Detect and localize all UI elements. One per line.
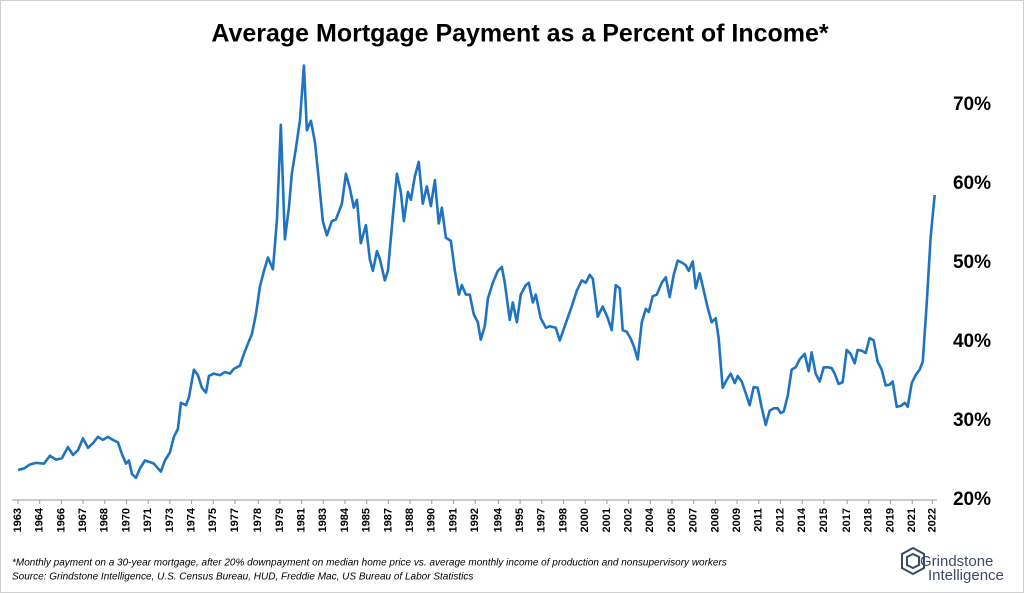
source-note: Source: Grindstone Intelligence, U.S. Ce…	[12, 572, 473, 583]
x-tick-label: 1995	[514, 508, 526, 532]
x-tick-label: 2014	[796, 507, 808, 532]
x-tick-label: 1964	[34, 507, 46, 532]
x-tick-label: 2011	[753, 508, 765, 532]
data-line	[17, 64, 936, 480]
x-tick-label: 1966	[55, 508, 67, 532]
brand-subname: Intelligence	[928, 567, 1004, 584]
x-tick-label: 1974	[185, 507, 197, 532]
x-tick-label: 1977	[229, 508, 241, 532]
x-tick-label: 2017	[841, 508, 853, 532]
x-tick-label: 2018	[863, 508, 875, 532]
footnote: *Monthly payment on a 30-year mortgage, …	[12, 558, 727, 569]
y-tick-label: 70%	[953, 94, 991, 115]
x-tick-label: 2021	[906, 508, 918, 532]
y-tick-label: 50%	[953, 252, 991, 273]
x-tick-label: 1990	[426, 508, 438, 532]
x-tick-label: 1973	[164, 508, 176, 532]
x-tick-label: 1968	[99, 508, 111, 532]
x-tick-label: 2008	[709, 508, 721, 532]
x-tick-label: 1987	[382, 508, 394, 532]
x-tick-label: 1997	[536, 508, 548, 532]
x-tick-label: 1981	[296, 508, 308, 532]
brand-name: Grindstone	[920, 553, 993, 570]
x-tick-label: 1984	[339, 507, 351, 532]
x-tick-label: 2000	[579, 508, 591, 532]
x-tick-label: 1983	[317, 508, 329, 532]
x-tick-label: 2019	[884, 508, 896, 532]
x-tick-label: 2022	[926, 508, 938, 532]
x-tick-label: 1998	[557, 508, 569, 532]
chart-title: Average Mortgage Payment as a Percent of…	[211, 20, 829, 48]
x-tick-label: 2007	[688, 508, 700, 532]
x-tick-label: 1975	[207, 508, 219, 532]
logo-icon	[901, 546, 925, 576]
x-tick-label: 1994	[492, 507, 504, 532]
x-tick-label: 2009	[731, 508, 743, 532]
x-tick-label: 2002	[623, 508, 635, 532]
x-tick-label: 2001	[601, 508, 613, 532]
x-tick-label: 2004	[644, 507, 656, 532]
y-tick-label: 20%	[953, 489, 991, 510]
x-tick-label: 1963	[12, 508, 24, 532]
x-tick-label: 1991	[447, 508, 459, 532]
x-tick-label: 1988	[404, 508, 416, 532]
y-tick-label: 30%	[953, 410, 991, 431]
x-tick-label: 2012	[774, 508, 786, 532]
x-tick-label: 1985	[361, 508, 373, 532]
x-tick-label: 1970	[120, 508, 132, 532]
x-tick-label: 2005	[666, 508, 678, 532]
x-tick-label: 1992	[469, 508, 481, 532]
x-tick-label: 1978	[252, 508, 264, 532]
y-tick-label: 60%	[953, 173, 991, 194]
x-tick-label: 1967	[77, 508, 89, 532]
x-tick-label: 1971	[142, 508, 154, 532]
x-tick-label: 2015	[818, 508, 830, 532]
y-tick-label: 40%	[953, 331, 991, 352]
x-tick-label: 1979	[274, 508, 286, 532]
